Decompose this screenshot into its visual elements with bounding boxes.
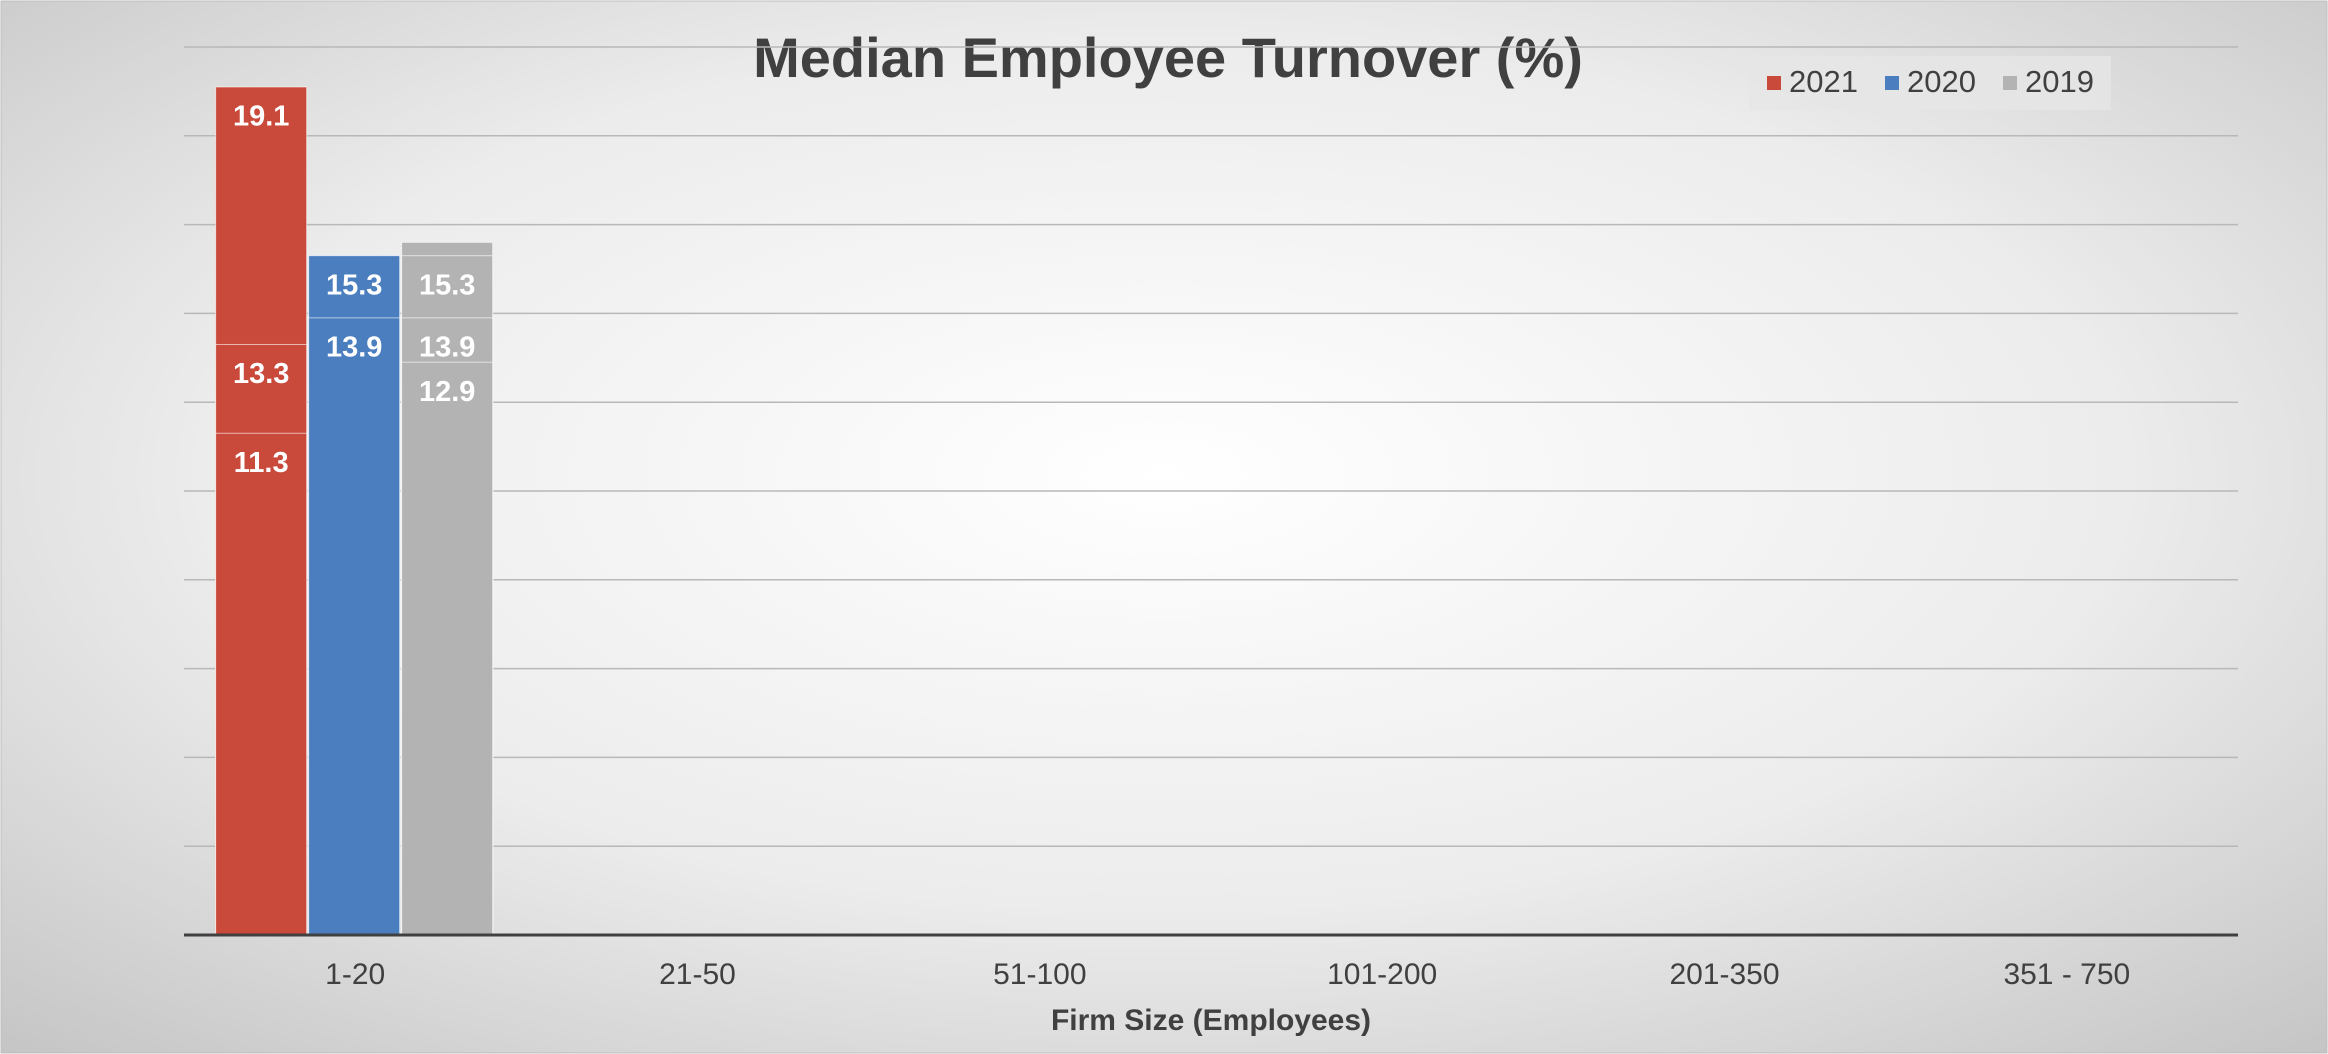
chart-title: Median Employee Turnover (%) bbox=[753, 26, 1583, 89]
data-label: 12.9 bbox=[419, 376, 475, 408]
x-tick-label: 51-100 bbox=[993, 958, 1086, 991]
x-tick-label: 1-20 bbox=[325, 958, 385, 991]
data-label: 15.3 bbox=[419, 269, 475, 301]
legend-box bbox=[1749, 56, 2111, 110]
data-label: 13.9 bbox=[419, 331, 475, 363]
legend-swatch bbox=[1767, 76, 1781, 90]
legend-label: 2020 bbox=[1907, 64, 1976, 99]
bar bbox=[308, 317, 401, 936]
x-tick-label: 21-50 bbox=[659, 958, 736, 991]
x-tick-label: 101-200 bbox=[1327, 958, 1437, 991]
legend-label: 2021 bbox=[1789, 64, 1858, 99]
x-tick-label: 201-350 bbox=[1669, 958, 1779, 991]
data-label: 11.3 bbox=[234, 447, 289, 479]
bar bbox=[401, 361, 494, 936]
legend-swatch bbox=[2003, 76, 2017, 90]
bar bbox=[215, 432, 308, 936]
data-label: 13.9 bbox=[326, 331, 382, 363]
x-axis-title: Firm Size (Employees) bbox=[1051, 1004, 1371, 1037]
legend-label: 2019 bbox=[2025, 64, 2094, 99]
data-label: 13.3 bbox=[233, 358, 289, 390]
x-tick-label: 351 - 750 bbox=[2003, 958, 2130, 991]
data-label: 19.1 bbox=[233, 101, 289, 133]
legend-swatch bbox=[1885, 76, 1899, 90]
data-label: 15.3 bbox=[326, 269, 382, 301]
